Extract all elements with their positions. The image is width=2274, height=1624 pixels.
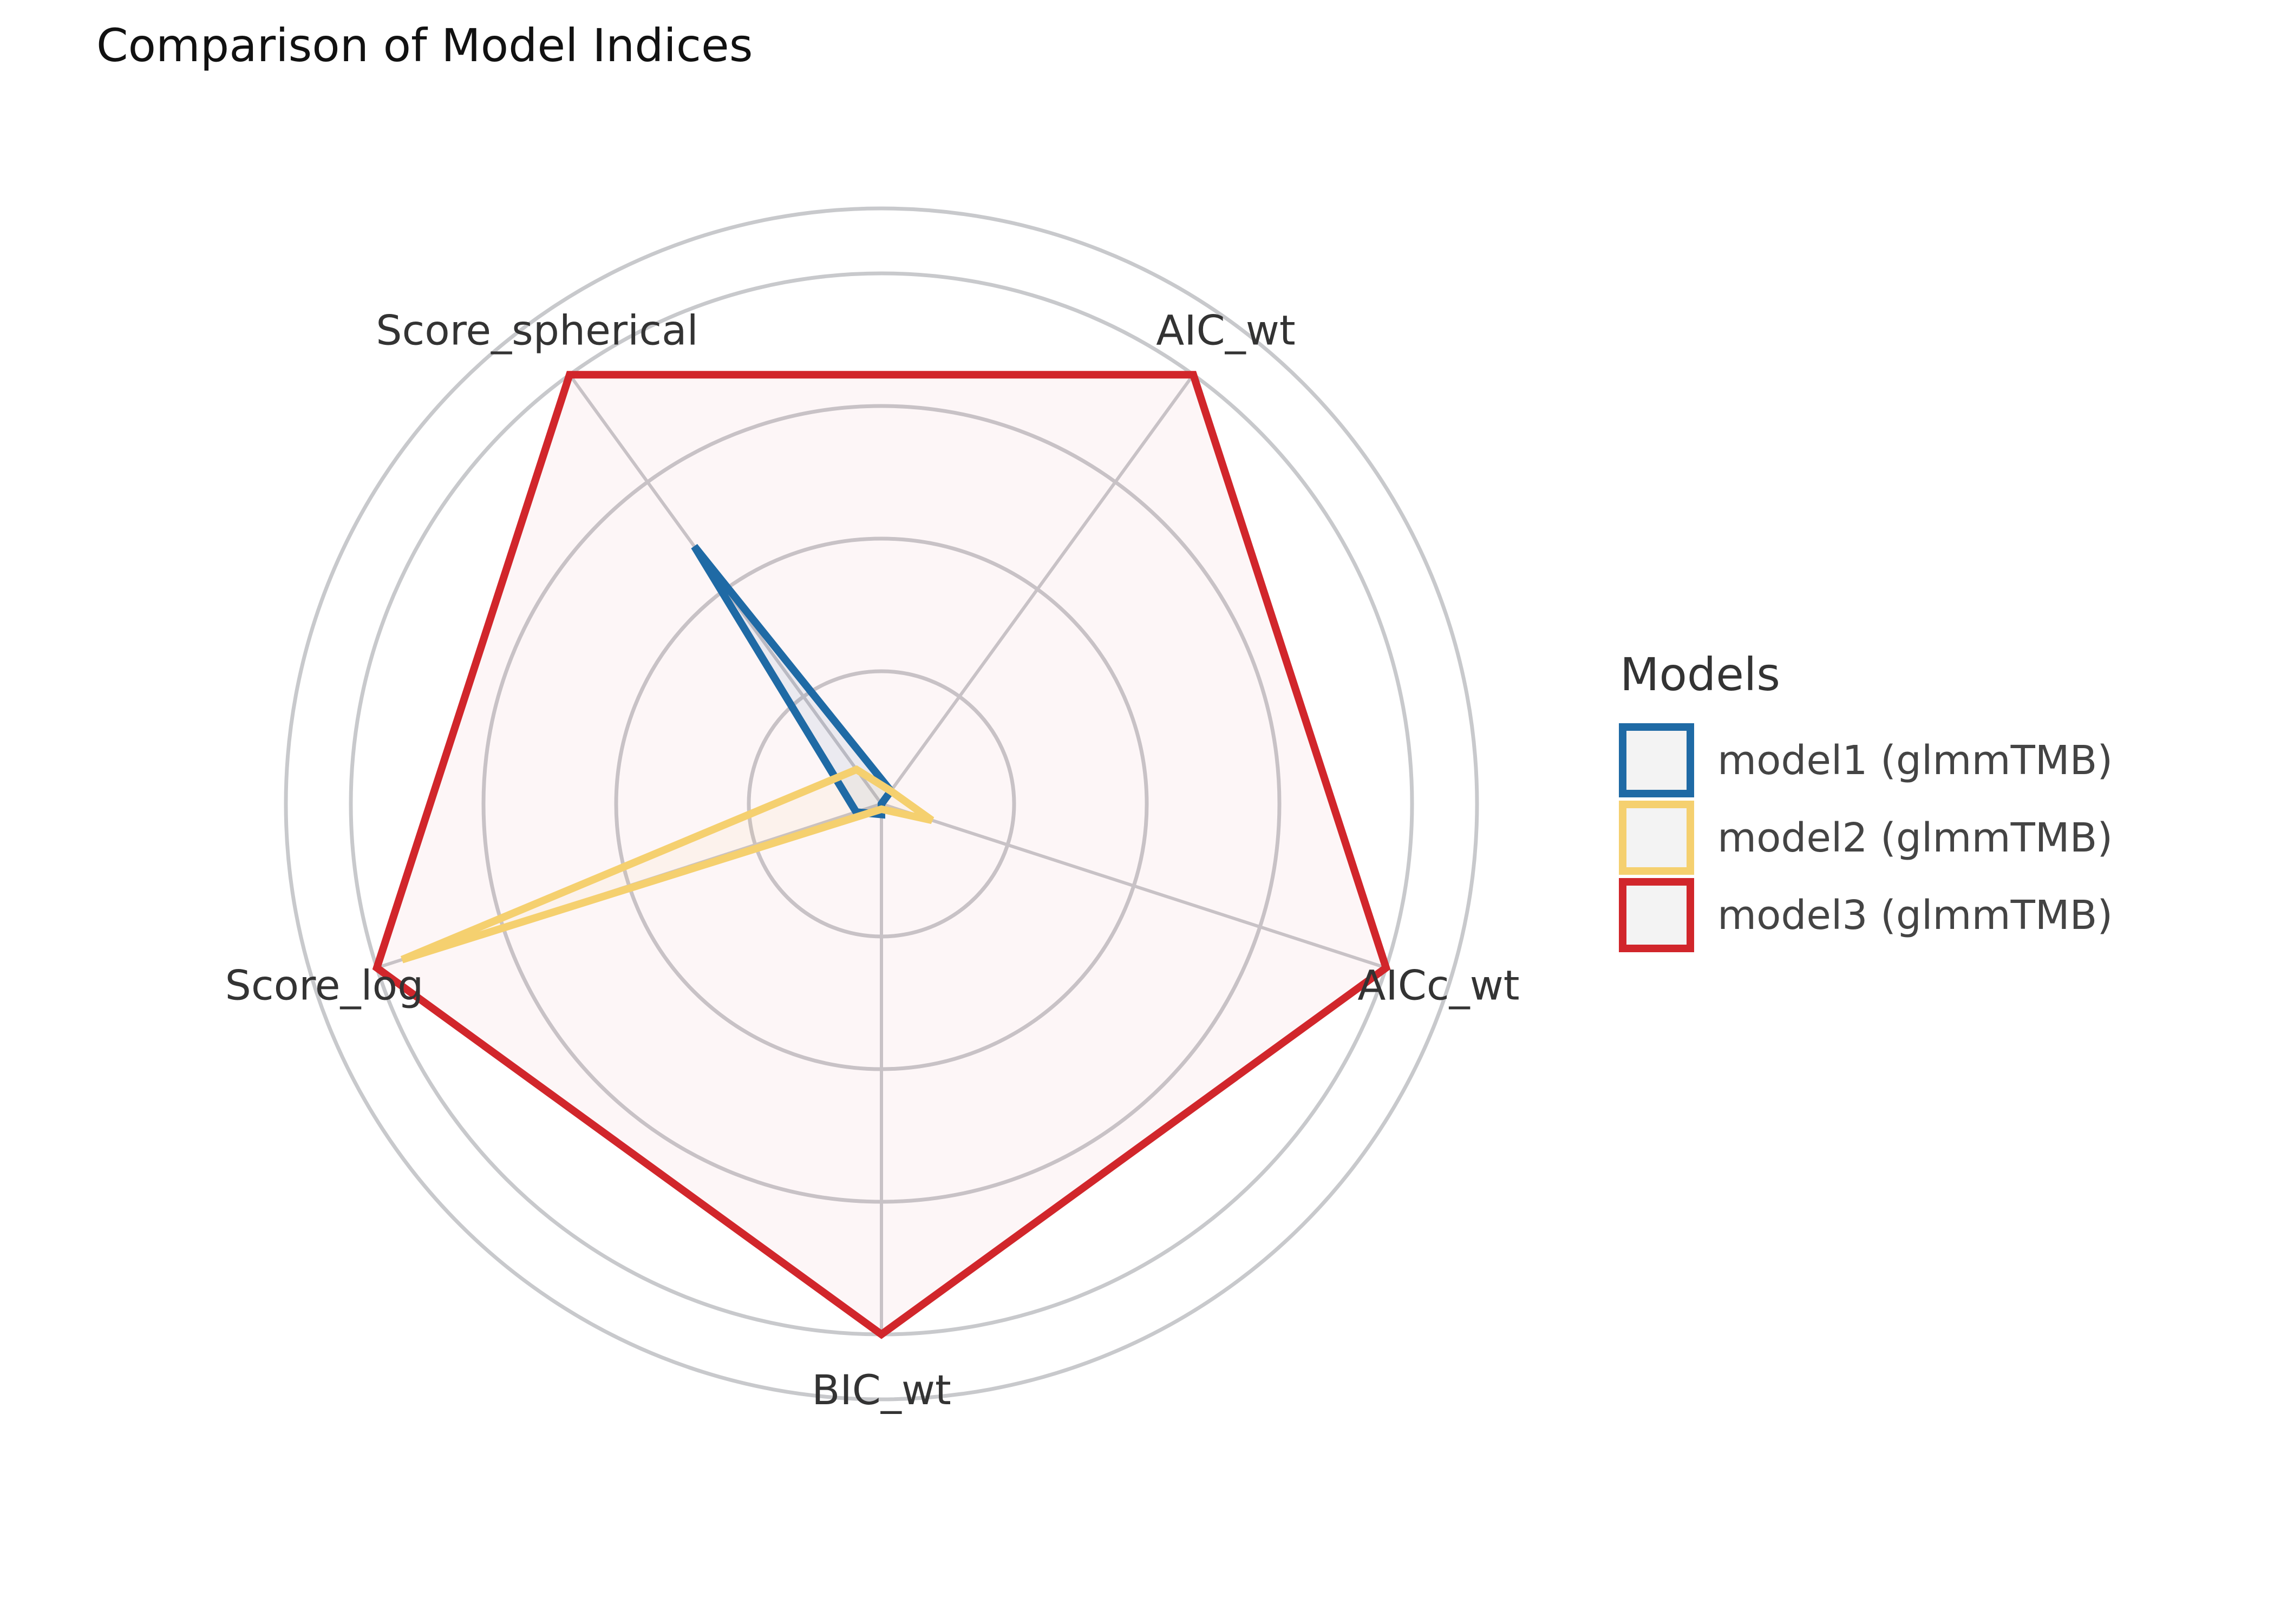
series-line-2 xyxy=(400,765,935,964)
legend-title: Models xyxy=(1620,648,1780,701)
series-layer xyxy=(372,371,1391,1339)
legend-label-1: model1 (glmmTMB) xyxy=(1717,737,2113,784)
legend-swatch-2 xyxy=(1619,801,1694,875)
legend-label-2: model2 (glmmTMB) xyxy=(1717,815,2113,861)
legend: Models model1 (glmmTMB)model2 (glmmTMB)m… xyxy=(1619,648,2113,952)
axis-label-aicc-wt: AICc_wt xyxy=(1357,961,1519,1009)
spoke-aicc-wt xyxy=(881,802,1387,970)
axis-label-score-spherical: Score_spherical xyxy=(376,306,698,355)
legend-swatch-3 xyxy=(1619,878,1694,952)
legend-swatch-1 xyxy=(1619,723,1694,797)
axis-label-score-log: Score_log xyxy=(225,961,424,1009)
axis-label-aic-wt: AIC_wt xyxy=(1156,306,1295,355)
grid-ring-5 xyxy=(284,206,1479,1402)
fill-layer xyxy=(377,375,1386,1335)
series-fill-2 xyxy=(402,769,932,960)
chart-title: Comparison of Model Indices xyxy=(96,19,753,72)
legend-items: model1 (glmmTMB) model2 (glmmTMB) model3 (… xyxy=(1619,723,2113,952)
series-fill-3 xyxy=(377,375,1386,1335)
legend-label-3: model3 (glmmTMB) xyxy=(1717,892,2113,939)
axis-labels: AIC_wt AICc_wt BIC_wt Score_log Score_spheri… xyxy=(225,306,1520,1414)
spoke-aic-wt xyxy=(880,374,1195,805)
series-line-3 xyxy=(372,371,1391,1339)
axis-label-bic-wt: BIC_wt xyxy=(812,1366,951,1414)
